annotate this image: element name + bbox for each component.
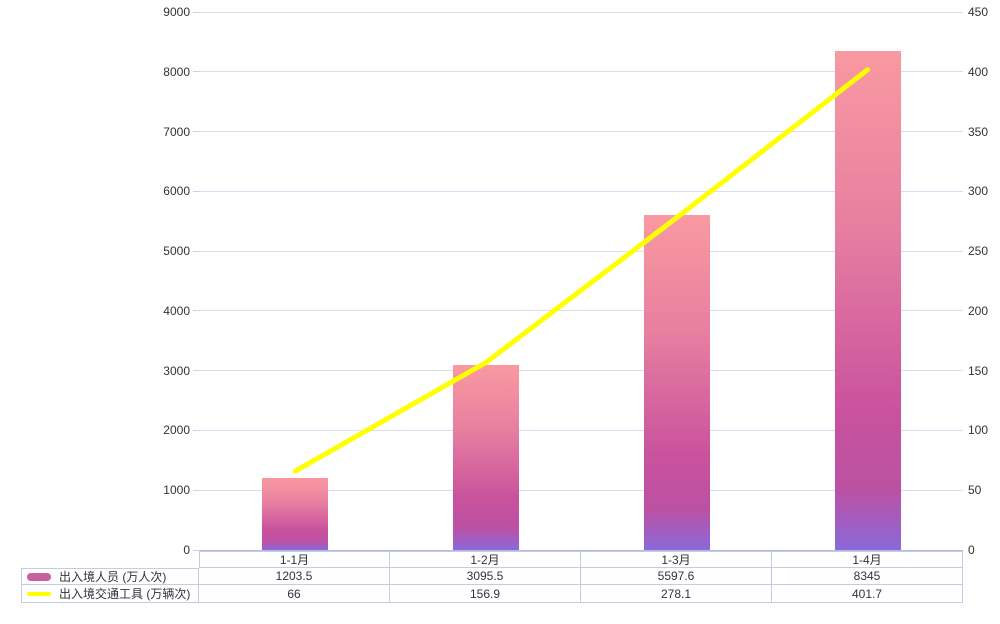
legend-line-swatch-icon — [27, 591, 51, 596]
grid-line — [200, 310, 963, 312]
legend-item: 出入境人员 (万人次) — [21, 568, 199, 585]
y-axis-left-labels: 0 1000 2000 3000 4000 5000 6000 7000 8000 9000 — [0, 5, 193, 557]
y-tick-label-left: 7000 — [163, 124, 190, 139]
y-axis-tick — [193, 489, 200, 491]
table-value-cell: 5597.6 — [581, 568, 772, 585]
y-tick-label-left: 4000 — [163, 303, 190, 318]
y-tick-label-right: 0 — [968, 543, 975, 557]
y-tick-label-left: 6000 — [163, 184, 190, 199]
legend-label: 出入境人员 (万人次) — [59, 569, 167, 584]
y-axis-right-labels: 0 50 100 150 200 250 300 350 400 450 — [968, 5, 998, 557]
y-tick-label-right: 200 — [968, 303, 989, 318]
y-tick-label-right: 350 — [968, 124, 989, 139]
y-tick-label-left: 9000 — [163, 5, 190, 19]
y-axis-tick — [193, 310, 200, 312]
bar-1-2月 — [453, 364, 520, 550]
y-tick-label-left: 1000 — [163, 483, 190, 498]
y-axis-tick — [193, 71, 200, 73]
grid-line — [200, 131, 963, 133]
y-axis-tick — [193, 190, 200, 192]
table-header-1-1月: 1-1月 — [199, 551, 390, 568]
grid-line — [200, 429, 963, 431]
y-tick-label-right: 250 — [968, 244, 989, 259]
table-corner-placeholder — [21, 551, 199, 568]
legend-data-table: 1-1月 1-2月 1-3月 1-4月出入境人员 (万人次) 1203.5 3095.5 5… — [21, 551, 963, 603]
grid-line — [200, 190, 963, 192]
y-tick-label-right: 100 — [968, 423, 989, 438]
table-value-cell: 1203.5 — [199, 568, 390, 585]
table-header-1-2月: 1-2月 — [390, 551, 581, 568]
y-tick-label-left: 5000 — [163, 244, 190, 259]
y-tick-label-right: 450 — [968, 5, 989, 19]
y-tick-label-right: 50 — [968, 483, 982, 498]
plot-area — [193, 11, 963, 551]
y-tick-label-left: 3000 — [163, 363, 190, 378]
legend-label: 出入境交通工具 (万辆次) — [59, 586, 191, 601]
bar-1-3月 — [643, 215, 710, 550]
legend-item: 出入境交通工具 (万辆次) — [21, 585, 199, 603]
grid-line — [200, 489, 963, 491]
table-value-cell: 66 — [199, 585, 390, 603]
y-tick-label-left: 2000 — [163, 423, 190, 438]
table-value-cell: 278.1 — [581, 585, 772, 603]
bar-1-4月 — [834, 51, 901, 550]
grid-line — [200, 71, 963, 73]
y-tick-label-right: 150 — [968, 363, 989, 378]
y-axis-tick — [193, 549, 200, 551]
trend-line — [292, 67, 871, 474]
grid-line — [200, 370, 963, 372]
y-axis-tick — [193, 11, 200, 13]
line-series — [292, 67, 871, 474]
y-axis-tick — [193, 131, 200, 133]
y-tick-label-right: 300 — [968, 184, 989, 199]
table-value-cell: 3095.5 — [390, 568, 581, 585]
y-axis-tick — [193, 370, 200, 372]
y-axis-tick — [193, 429, 200, 431]
y-tick-label-right: 400 — [968, 64, 989, 79]
grid-line — [200, 250, 963, 252]
bar-1-1月 — [262, 478, 329, 550]
table-value-cell: 156.9 — [390, 585, 581, 603]
y-axis-tick — [193, 250, 200, 252]
table-value-cell: 401.7 — [772, 585, 963, 603]
grid-line — [200, 11, 963, 13]
table-header-1-4月: 1-4月 — [772, 551, 963, 568]
legend-bar-swatch-icon — [27, 572, 51, 581]
y-tick-label-left: 0 — [183, 543, 190, 557]
y-tick-label-left: 8000 — [163, 64, 190, 79]
table-value-cell: 8345 — [772, 568, 963, 585]
x-axis-line — [200, 549, 963, 551]
table-header-1-3月: 1-3月 — [581, 551, 772, 568]
